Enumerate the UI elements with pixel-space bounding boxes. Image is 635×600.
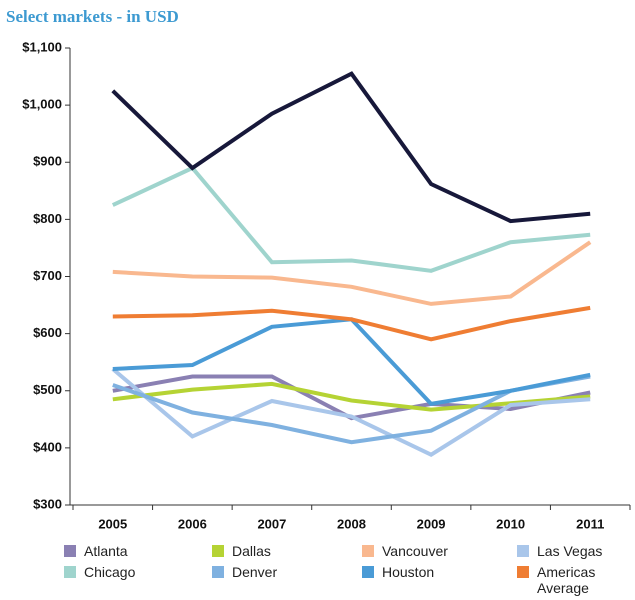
legend-swatch [517,566,529,578]
legend-item: Denver [212,564,362,596]
legend-label: Americas Average [537,564,596,596]
series-line [112,240,592,306]
legend-swatch [64,566,76,578]
y-tick-label: $800 [33,211,62,226]
legend-label: Vancouver [382,543,448,559]
y-tick-label: $1,100 [22,39,62,54]
y-tick-label: $900 [33,154,62,169]
legend-swatch [362,566,374,578]
chart: Select markets - in USD $300 $400 $500 $600… [6,7,631,531]
legend-label: Houston [382,564,435,580]
x-tick-label: 2006 [178,516,207,531]
legend-label: Las Vegas [537,543,603,559]
x-tick-label: 2011 [576,516,604,531]
legend-item: Chicago [64,564,212,596]
x-tick-label: 2009 [417,516,446,531]
legend-swatch [212,545,224,557]
series-line [112,305,591,342]
x-tick-label: 2010 [496,516,525,531]
legend-swatch [64,545,76,557]
legend-label: Chicago [84,564,136,580]
y-tick-label: $600 [33,325,62,340]
legend-item: Dallas [212,543,362,559]
series-line [112,374,591,421]
legend-label: Atlanta [84,543,128,559]
legend-label: Dallas [232,543,271,559]
legend: Atlanta Dallas Vancouver Las Vegas Chicago De… [64,543,635,600]
legend-swatch [517,545,529,557]
legend-item: Vancouver [362,543,517,559]
series-line [111,71,591,224]
x-tick-label: 2007 [257,516,286,531]
x-tick-label: 2005 [98,516,127,531]
y-tick-label: $1,000 [22,97,62,112]
chart-subtitle: Select markets - in USD [6,7,179,26]
legend-item: Las Vegas [517,543,627,559]
y-tick-label: $500 [33,382,62,397]
series-line [111,367,591,457]
y-tick-label: $700 [33,268,62,283]
y-tick-label: $300 [33,496,62,511]
legend-item: Atlanta [64,543,212,559]
legend-swatch [362,545,374,557]
legend-label: Denver [232,564,278,580]
y-tick-label: $400 [33,439,62,454]
x-tick-label: 2008 [337,516,366,531]
legend-item: Americas Average [517,564,627,596]
legend-item: Houston [362,564,517,596]
legend-swatch [212,566,224,578]
